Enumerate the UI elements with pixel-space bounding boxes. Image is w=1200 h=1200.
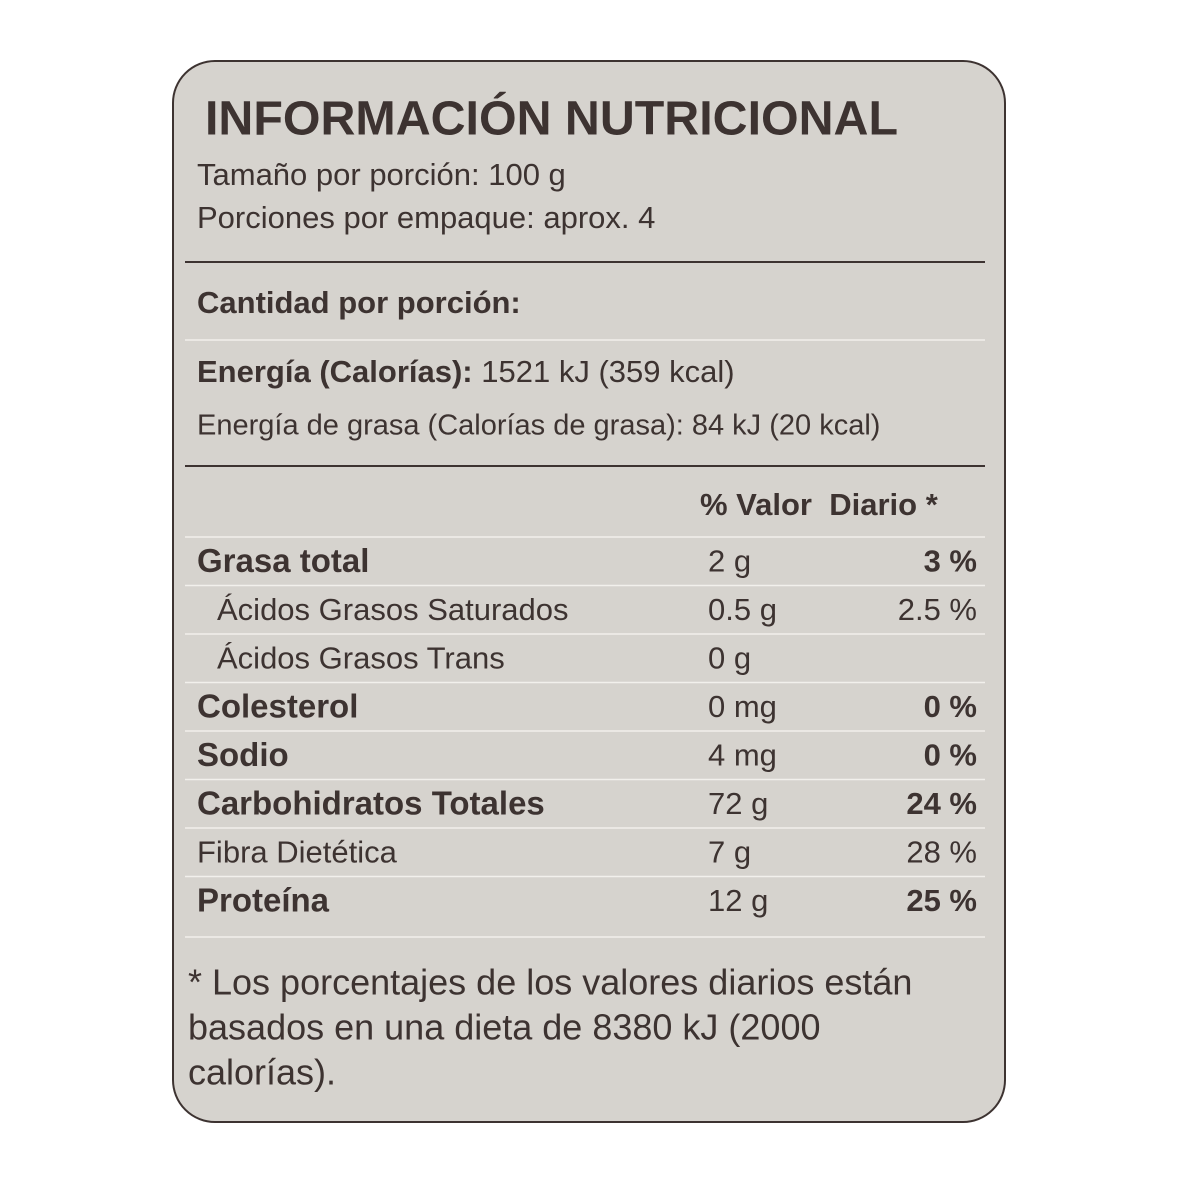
label-panel (172, 60, 1006, 1123)
footnote-line: basados en una dieta de 8380 kJ (2000 (188, 1007, 821, 1048)
daily-value: 0 % (924, 689, 977, 724)
nutrient-amount: 0 mg (708, 689, 777, 724)
nutrient-amount: 4 mg (708, 737, 777, 772)
energy-value: 1521 kJ (359 kcal) (481, 354, 734, 389)
nutrient-amount: 12 g (708, 883, 768, 918)
nutrient-name: Ácidos Grasos Trans (217, 640, 505, 675)
energy: Energía (Calorías): 1521 kJ (359 kcal) (197, 354, 735, 389)
nutrient-name: Carbohidratos Totales (197, 784, 545, 821)
daily-value: 0 % (924, 737, 977, 772)
daily-value: 3 % (924, 543, 977, 578)
nutrient-name: Sodio (197, 736, 289, 773)
energy-fat: Energía de grasa (Calorías de grasa): 84… (197, 410, 880, 442)
title: INFORMACIÓN NUTRICIONAL (205, 91, 898, 146)
footnote-line: calorías). (188, 1052, 336, 1093)
daily-value: 2.5 % (898, 592, 977, 627)
daily-value: 25 % (906, 883, 977, 918)
nutrient-amount: 7 g (708, 834, 751, 869)
nutrient-name: Ácidos Grasos Saturados (217, 592, 569, 627)
nutrient-name: Colesterol (197, 687, 358, 724)
nutrient-name: Grasa total (197, 542, 369, 579)
dv-header: % Valor Diario * (700, 487, 939, 522)
nutrient-amount: 0 g (708, 640, 751, 675)
daily-value: 24 % (906, 786, 977, 821)
table: Grasa total 2 g 3 % Ácidos Grasos Saturados… (185, 536, 985, 918)
nutrient-amount: 0.5 g (708, 592, 777, 627)
nutrient-amount: 2 g (708, 543, 751, 578)
servings: Porciones por empaque: aprox. 4 (197, 200, 655, 235)
footnote: * Los porcentajes de los valores diarios… (188, 962, 912, 1093)
nutrient-amount: 72 g (708, 786, 768, 821)
serving-size: Tamaño por porción: 100 g (197, 157, 566, 192)
nutrient-name: Fibra Dietética (197, 834, 398, 869)
amount-heading: Cantidad por porción: (197, 285, 521, 320)
nutrient-name: Proteína (197, 881, 330, 918)
footnote-line: * Los porcentajes de los valores diarios… (188, 962, 912, 1003)
daily-value: 28 % (906, 834, 977, 869)
energy-label: Energía (Calorías): (197, 354, 473, 389)
